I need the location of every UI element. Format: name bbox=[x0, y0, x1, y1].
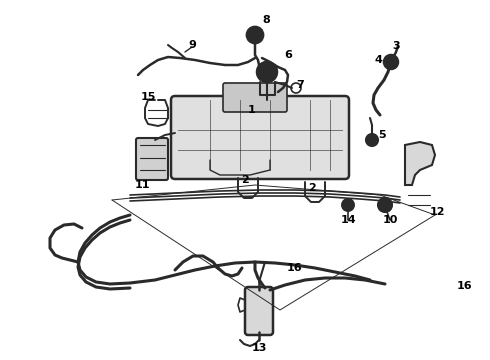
Text: 6: 6 bbox=[284, 50, 292, 60]
Circle shape bbox=[342, 199, 354, 211]
Circle shape bbox=[366, 134, 378, 146]
Text: 9: 9 bbox=[188, 40, 196, 50]
FancyBboxPatch shape bbox=[223, 83, 287, 112]
Text: 3: 3 bbox=[392, 41, 400, 51]
Text: 2: 2 bbox=[241, 175, 249, 185]
Text: 12: 12 bbox=[429, 207, 445, 217]
Text: 2: 2 bbox=[308, 183, 316, 193]
Circle shape bbox=[384, 55, 398, 69]
Text: 8: 8 bbox=[262, 15, 270, 25]
Text: 16: 16 bbox=[287, 263, 303, 273]
FancyBboxPatch shape bbox=[136, 138, 168, 180]
Text: 11: 11 bbox=[134, 180, 150, 190]
Circle shape bbox=[247, 27, 263, 43]
Text: 15: 15 bbox=[140, 92, 156, 102]
Text: 1: 1 bbox=[248, 105, 256, 115]
Text: 4: 4 bbox=[374, 55, 382, 65]
Text: 13: 13 bbox=[251, 343, 267, 353]
Text: 7: 7 bbox=[296, 80, 304, 90]
Text: 10: 10 bbox=[382, 215, 398, 225]
FancyBboxPatch shape bbox=[245, 287, 273, 335]
Circle shape bbox=[378, 198, 392, 212]
FancyBboxPatch shape bbox=[171, 96, 349, 179]
Text: 5: 5 bbox=[378, 130, 386, 140]
Text: 16: 16 bbox=[457, 281, 473, 291]
Circle shape bbox=[257, 62, 277, 82]
Text: 14: 14 bbox=[340, 215, 356, 225]
Polygon shape bbox=[405, 142, 435, 185]
